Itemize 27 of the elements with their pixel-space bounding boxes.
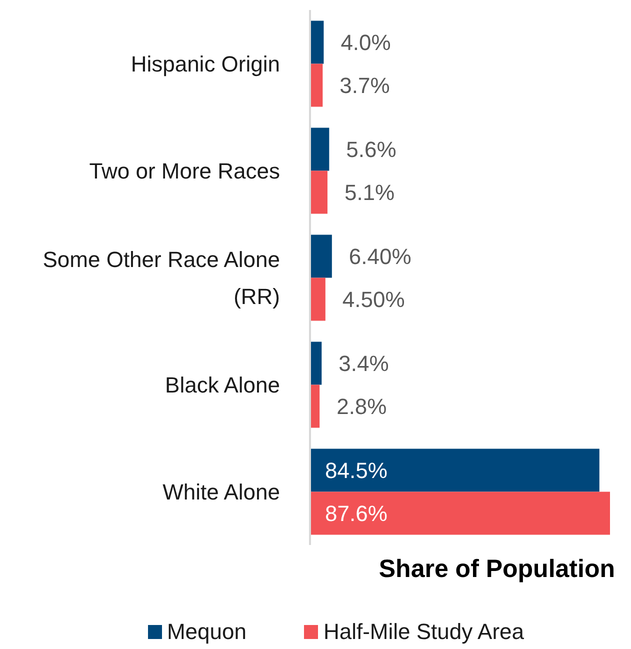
y-tick-label: Some Other Race Alone (RR) <box>42 246 280 308</box>
data-label: 5.1% <box>344 180 395 205</box>
y-tick-label: Two or More Races <box>89 158 280 183</box>
bar <box>310 492 610 535</box>
bar <box>310 170 328 214</box>
data-label: 84.5% <box>325 458 388 483</box>
bar <box>310 278 326 321</box>
bar <box>310 64 323 107</box>
data-label: 87.6% <box>325 500 388 526</box>
legend-label: Half-Mile Study Area <box>323 619 524 645</box>
y-tick-label: Hispanic Origin <box>130 51 280 76</box>
y-tick-label: Black Alone <box>165 372 280 397</box>
data-label: 3.7% <box>340 72 390 98</box>
bar <box>310 234 332 278</box>
y-tick-label: White Alone <box>162 479 280 504</box>
data-label: 5.6% <box>346 136 396 162</box>
x-axis-title: Share of Population <box>378 555 615 583</box>
data-label: 3.4% <box>338 350 389 376</box>
bar <box>310 342 322 385</box>
data-label: 6.40% <box>348 244 412 269</box>
bar <box>310 20 324 64</box>
data-label: 2.8% <box>336 394 387 419</box>
bar <box>310 448 600 492</box>
bar <box>310 128 330 171</box>
data-label: 4.50% <box>342 286 405 312</box>
legend-label: Mequon <box>166 619 246 645</box>
data-label: 4.0% <box>340 30 391 55</box>
